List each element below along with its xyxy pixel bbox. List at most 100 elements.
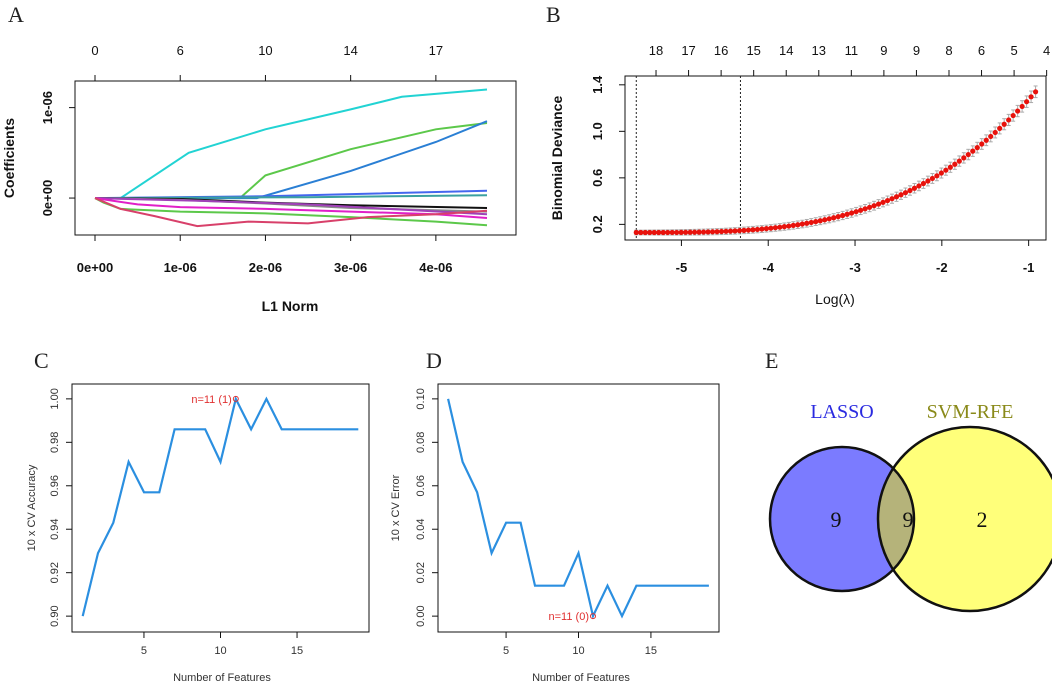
b-x-tick-label: -3 [849, 260, 861, 275]
a-x-tick-label: 0e+00 [77, 260, 114, 275]
panel-d-x-axis-title: Number of Features [532, 672, 630, 684]
b-deviance-point [862, 206, 868, 212]
b-deviance-point [840, 212, 846, 219]
b-y-tick-label: 0.6 [590, 169, 605, 187]
b-deviance-point [925, 178, 931, 184]
cv-series-line [81, 395, 359, 617]
b-deviance-point [754, 226, 761, 233]
b-top-tick-label: 6 [978, 43, 985, 58]
b-deviance-point [700, 229, 707, 235]
b-deviance-point [974, 145, 980, 151]
a-y-tick-label: 1e-06 [40, 91, 55, 124]
b-deviance-point [790, 222, 796, 229]
b-deviance-point [1001, 121, 1007, 127]
venn-circle-svm-rfe [878, 427, 1052, 611]
b-deviance-point [817, 218, 823, 224]
b-deviance-point [822, 217, 828, 223]
b-deviance-point [898, 192, 904, 198]
b-x-tick-label: -2 [936, 260, 948, 275]
b-deviance-point [642, 229, 648, 236]
panel-a-x-axis-title: L1 Norm [262, 298, 319, 314]
b-deviance-point [916, 183, 922, 189]
panel-b-y-axis: 0.2 0.6 1.0 1.4 [590, 75, 625, 233]
b-deviance-point [750, 227, 756, 233]
cv-x-tick-label: 15 [291, 645, 303, 657]
b-deviance-point [849, 210, 855, 216]
b-deviance-point [997, 125, 1003, 132]
b-deviance-point [831, 215, 837, 221]
b-deviance-point [943, 167, 949, 173]
b-deviance-point [678, 229, 684, 235]
cv-y-tick-label: 0.92 [49, 562, 61, 583]
venn-set-label-svm-rfe: SVM-RFE [927, 401, 1014, 423]
b-deviance-point [745, 227, 752, 233]
b-deviance-point [1024, 99, 1030, 105]
b-deviance-point [813, 219, 819, 225]
b-deviance-point [633, 229, 639, 236]
b-top-tick-label: 15 [746, 43, 760, 58]
cv-y-tick-label: 0.02 [415, 562, 427, 583]
b-deviance-point [777, 224, 783, 230]
b-deviance-point [718, 228, 725, 235]
b-y-tick-label: 1.4 [590, 75, 605, 94]
b-deviance-point [696, 229, 702, 235]
cv-y-tick-label: 0.98 [49, 432, 61, 453]
venn-intersection-region [878, 468, 914, 570]
a-top-tick-label: 10 [258, 43, 272, 58]
b-deviance-point [938, 170, 944, 176]
b-deviance-point [804, 220, 810, 226]
b-deviance-point [1006, 117, 1012, 123]
panel-b-plot-frame [624, 75, 1047, 241]
b-deviance-point [665, 229, 671, 236]
coef-path-coef_green_up [95, 122, 488, 200]
panel-c-series-line [81, 395, 359, 617]
panel-d-series-line [447, 398, 709, 620]
b-deviance-point [965, 151, 971, 158]
b-deviance-point [858, 207, 864, 213]
b-deviance-point [970, 148, 976, 154]
venn-circle-svm-rfe-outline [876, 425, 1052, 613]
panel-d-annotation: n=11 (0) [549, 611, 596, 623]
panel-a-y-axis: 0e+00 1e-06 [40, 91, 75, 216]
panel-c-annotation: n=11 (1) [191, 394, 239, 406]
b-x-tick-label: -4 [762, 260, 774, 275]
venn-count-lasso-only: 9 [831, 507, 842, 532]
b-deviance-point [902, 190, 909, 196]
b-deviance-point [781, 224, 787, 230]
panel-d-cv-error: D 5 10 15 0.00 0.02 0.04 0.06 0.08 0.10 n=11 (0… [390, 348, 720, 684]
b-deviance-point [884, 197, 891, 204]
panel-a-y-axis-title: Coefficients [1, 118, 17, 198]
b-deviance-point [956, 158, 962, 164]
a-top-tick-label: 0 [91, 43, 98, 58]
b-deviance-point [799, 221, 805, 227]
b-deviance-point [866, 204, 873, 210]
panel-c-x-axis: 5 10 15 [141, 632, 303, 657]
panel-a-letter: A [8, 2, 24, 27]
cv-y-tick-label: 0.00 [415, 605, 427, 626]
cv-y-tick-label: 0.90 [49, 605, 61, 626]
b-deviance-point [683, 229, 689, 235]
a-y-tick-label: 0e+00 [40, 180, 55, 217]
cv-y-tick-label: 0.10 [415, 388, 427, 409]
b-deviance-point [875, 201, 882, 207]
panel-b-error-bars [634, 85, 1038, 236]
coef-path-coef_purple [94, 197, 488, 216]
b-deviance-point [723, 228, 729, 234]
panel-d-x-axis: 5 10 15 [503, 632, 657, 657]
cv-y-tick-label: 0.94 [49, 519, 61, 540]
b-deviance-point [795, 222, 801, 228]
b-deviance-point [808, 219, 814, 226]
b-top-tick-label: 11 [845, 43, 859, 58]
b-deviance-point [961, 155, 967, 161]
panel-e-venn-diagram: E LASSO SVM-RFE 9 9 2 [765, 348, 1052, 613]
b-deviance-point [647, 229, 653, 236]
a-x-tick-label: 3e-06 [334, 260, 367, 275]
b-deviance-point [656, 229, 662, 236]
panel-c-x-axis-title: Number of Features [173, 672, 271, 684]
b-deviance-point [952, 161, 958, 167]
b-deviance-point [1015, 108, 1021, 114]
b-deviance-point [947, 164, 953, 170]
cv-optimum-marker [589, 613, 596, 620]
b-deviance-point [992, 129, 998, 136]
panel-a-coefficient-paths: A 0e+00 1e-06 2e-06 3e-06 4e-06 0e+00 1e-06 0… [1, 2, 517, 314]
